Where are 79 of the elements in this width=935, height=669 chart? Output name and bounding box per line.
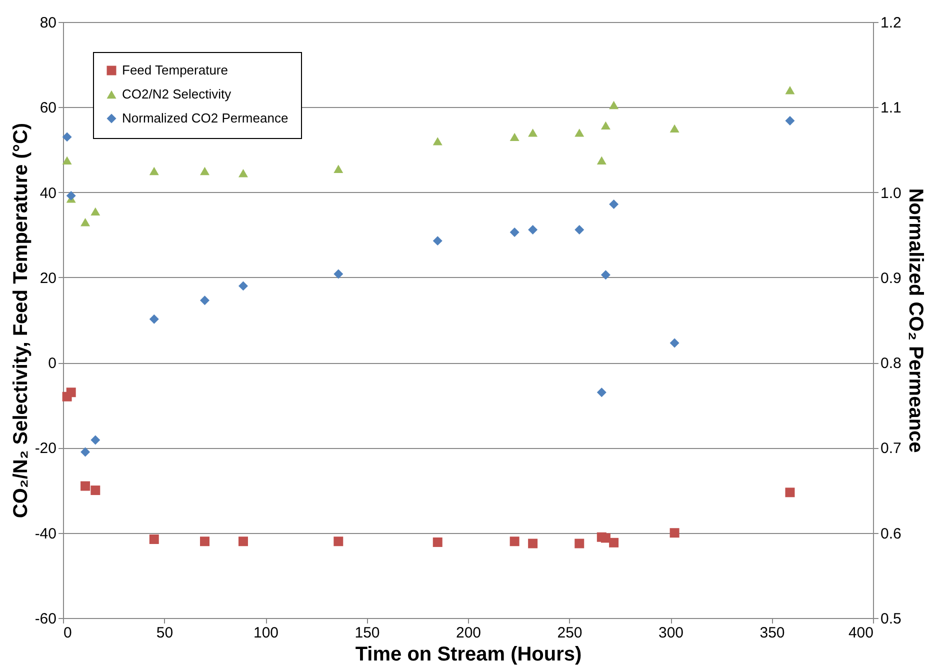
- y-tick-label: 60: [40, 100, 56, 117]
- legend-label: CO2/N2 Selectivity: [122, 86, 232, 102]
- y-tick-label: 80: [40, 14, 56, 32]
- point: [238, 536, 248, 546]
- point: [600, 270, 610, 280]
- y2-tick-label: 0.8: [880, 355, 902, 372]
- point: [149, 534, 159, 544]
- x-tick-label: 50: [156, 624, 174, 642]
- point: [609, 199, 619, 209]
- point: [510, 228, 520, 238]
- x-axis-title: Time on Stream (Hours): [355, 644, 582, 666]
- point: [149, 166, 159, 176]
- point: [200, 296, 210, 306]
- point: [670, 528, 680, 538]
- point: [432, 236, 442, 246]
- y-tick-label: -40: [34, 525, 56, 542]
- y-tick-label: 20: [40, 270, 56, 287]
- y2-tick-label: 0.9: [880, 270, 902, 287]
- point: [528, 538, 538, 548]
- x-tick-label: 250: [557, 624, 582, 642]
- point: [238, 281, 248, 291]
- point: [510, 536, 520, 546]
- point: [62, 132, 72, 142]
- point: [62, 156, 72, 164]
- point: [90, 207, 100, 216]
- point: [334, 164, 344, 173]
- point: [600, 121, 610, 130]
- y-tick-label: -60: [34, 610, 56, 628]
- point: [80, 218, 90, 226]
- point: [200, 536, 210, 546]
- y2-tick-label: 0.6: [880, 525, 902, 542]
- point: [432, 137, 442, 146]
- x-tick-label: 0: [64, 624, 72, 642]
- point: [334, 269, 344, 279]
- point: [785, 86, 795, 94]
- point: [200, 166, 210, 176]
- point: [670, 124, 680, 133]
- y-tick-label: 0: [48, 355, 56, 372]
- y-tick-label: -20: [34, 440, 56, 458]
- point: [149, 314, 159, 324]
- point: [66, 190, 76, 200]
- y-axis-title: CO₂/N₂ Selectivity, Feed Temperature (°C): [10, 122, 32, 518]
- y2-tick-label: 0.5: [880, 610, 902, 628]
- point: [432, 537, 442, 547]
- y2-tick-label: 1.2: [880, 14, 902, 32]
- point: [609, 100, 619, 110]
- point: [574, 225, 584, 234]
- point: [66, 388, 76, 398]
- legend-label: Normalized CO2 Permeance: [122, 110, 288, 126]
- x-tick-label: 100: [253, 624, 279, 642]
- point: [90, 486, 100, 496]
- point: [600, 533, 610, 543]
- point: [90, 435, 100, 445]
- point: [609, 538, 619, 548]
- legend-label: Feed Temperature: [122, 62, 228, 78]
- point: [80, 447, 90, 457]
- x-tick-label: 300: [658, 624, 684, 642]
- point: [785, 488, 795, 498]
- point: [670, 338, 680, 348]
- x-tick-label: 200: [456, 624, 482, 642]
- point: [238, 169, 248, 178]
- x-tick-label: 350: [760, 624, 785, 642]
- point: [574, 128, 584, 137]
- point: [596, 156, 606, 164]
- y2-tick-label: 1.0: [880, 184, 902, 202]
- point: [596, 388, 606, 398]
- point: [574, 538, 584, 548]
- point: [510, 132, 520, 142]
- y-tick-label: 40: [40, 184, 56, 202]
- point: [334, 536, 344, 546]
- point: [785, 116, 795, 126]
- point: [80, 481, 90, 491]
- point: [528, 128, 538, 137]
- x-tick-label: 150: [354, 624, 380, 642]
- x-tick-label: 400: [848, 624, 874, 642]
- y2-axis-title: Normalized CO₂ Permeance: [904, 188, 926, 453]
- y2-tick-label: 1.1: [880, 100, 902, 117]
- y2-tick-label: 0.7: [880, 440, 902, 458]
- point: [528, 225, 538, 234]
